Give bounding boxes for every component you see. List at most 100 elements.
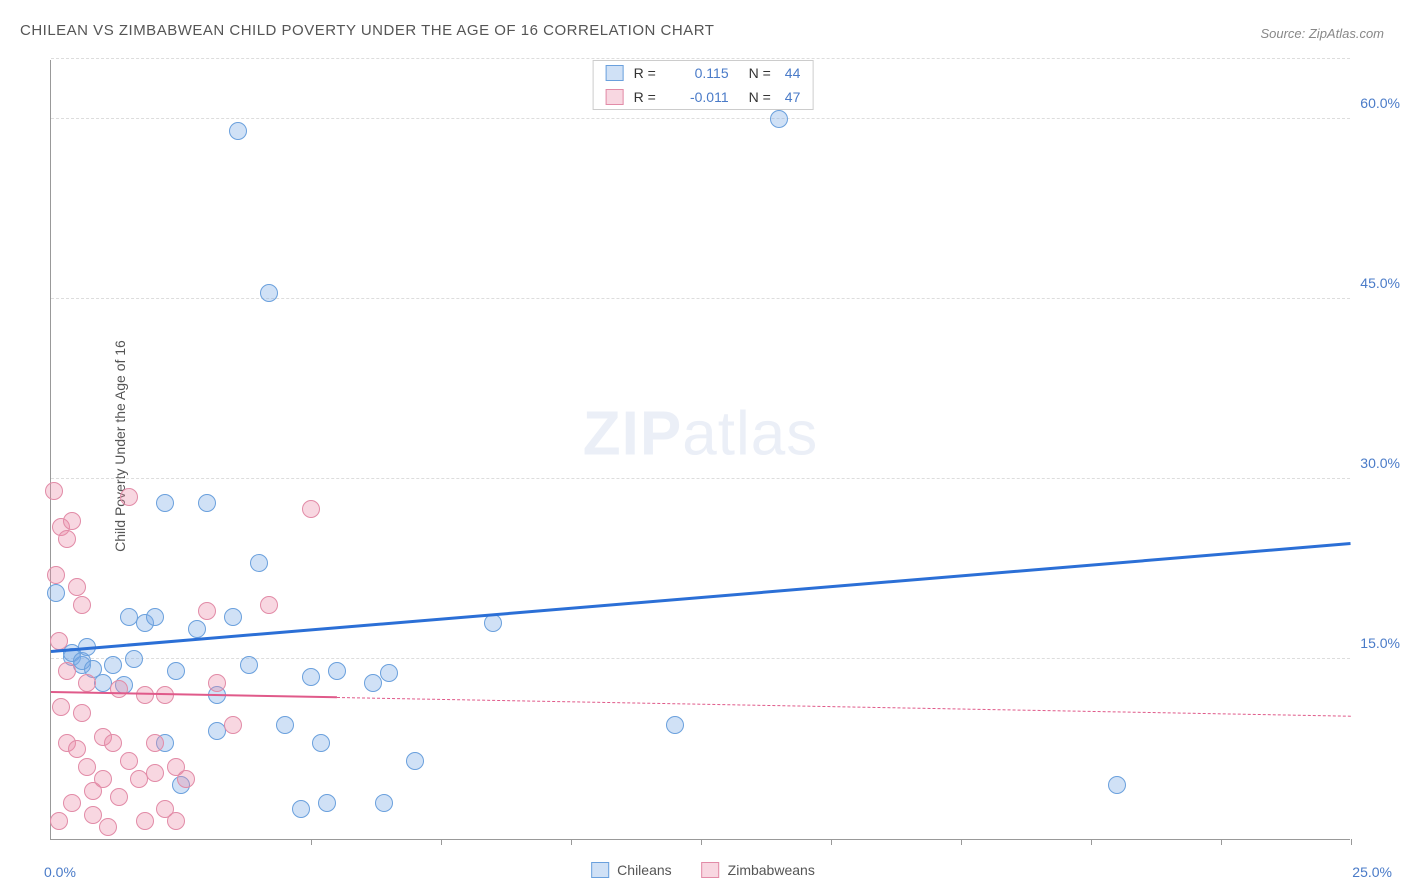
x-tick (701, 839, 702, 845)
legend-row: R = -0.011 N = 47 (594, 85, 813, 109)
scatter-point (125, 650, 143, 668)
scatter-point (58, 530, 76, 548)
y-tick-label: 15.0% (1360, 635, 1400, 651)
scatter-point (73, 596, 91, 614)
grid-line (51, 118, 1350, 119)
scatter-point (45, 482, 63, 500)
x-tick (831, 839, 832, 845)
scatter-point (58, 662, 76, 680)
scatter-point (78, 674, 96, 692)
scatter-point (63, 512, 81, 530)
correlation-legend: R = 0.115 N = 44 R = -0.011 N = 47 (593, 60, 814, 110)
scatter-point (104, 656, 122, 674)
legend-n-label: N = (749, 89, 771, 105)
scatter-point (302, 668, 320, 686)
scatter-point (666, 716, 684, 734)
legend-n-label: N = (749, 65, 771, 81)
y-tick-label: 30.0% (1360, 455, 1400, 471)
legend-r-value: -0.011 (674, 89, 729, 105)
scatter-point (63, 794, 81, 812)
watermark: ZIPatlas (583, 398, 818, 469)
scatter-point (380, 664, 398, 682)
scatter-point (68, 578, 86, 596)
legend-r-label: R = (634, 89, 664, 105)
legend-swatch (591, 862, 609, 878)
legend-swatch (606, 65, 624, 81)
scatter-point (146, 734, 164, 752)
scatter-point (208, 674, 226, 692)
series-legend: Chileans Zimbabweans (591, 862, 815, 878)
x-tick (311, 839, 312, 845)
scatter-point (146, 764, 164, 782)
x-tick (1091, 839, 1092, 845)
scatter-point (50, 632, 68, 650)
scatter-point (224, 716, 242, 734)
scatter-point (68, 740, 86, 758)
scatter-point (110, 788, 128, 806)
scatter-point (318, 794, 336, 812)
x-tick (571, 839, 572, 845)
x-max-label: 25.0% (1352, 864, 1392, 880)
scatter-point (167, 662, 185, 680)
scatter-point (110, 680, 128, 698)
scatter-point (84, 806, 102, 824)
scatter-point (136, 686, 154, 704)
scatter-point (1108, 776, 1126, 794)
grid-line (51, 58, 1350, 59)
legend-r-value: 0.115 (674, 65, 729, 81)
scatter-point (167, 812, 185, 830)
scatter-point (156, 494, 174, 512)
x-tick (1221, 839, 1222, 845)
scatter-point (198, 494, 216, 512)
scatter-point (312, 734, 330, 752)
scatter-point (276, 716, 294, 734)
legend-swatch (606, 89, 624, 105)
x-tick (961, 839, 962, 845)
scatter-point (50, 812, 68, 830)
grid-line (51, 478, 1350, 479)
scatter-point (770, 110, 788, 128)
scatter-point (240, 656, 258, 674)
scatter-point (104, 734, 122, 752)
scatter-point (188, 620, 206, 638)
source-attribution: Source: ZipAtlas.com (1260, 26, 1384, 41)
scatter-point (99, 818, 117, 836)
legend-row: R = 0.115 N = 44 (594, 61, 813, 85)
scatter-point (47, 584, 65, 602)
scatter-point (302, 500, 320, 518)
scatter-point (260, 284, 278, 302)
legend-label: Chileans (617, 862, 671, 878)
y-tick-label: 45.0% (1360, 275, 1400, 291)
scatter-point (120, 488, 138, 506)
legend-n-value: 44 (785, 65, 801, 81)
scatter-point (146, 608, 164, 626)
scatter-point (136, 812, 154, 830)
scatter-point (250, 554, 268, 572)
scatter-point (73, 704, 91, 722)
scatter-point (47, 566, 65, 584)
legend-r-label: R = (634, 65, 664, 81)
trend-line (51, 542, 1351, 653)
trend-line (337, 697, 1351, 717)
x-origin-label: 0.0% (44, 864, 76, 880)
scatter-point (328, 662, 346, 680)
trend-line (51, 691, 337, 698)
scatter-point (229, 122, 247, 140)
scatter-point (120, 752, 138, 770)
plot-area: ZIPatlas 15.0%30.0%45.0%60.0% (50, 60, 1350, 840)
legend-bottom-item: Zimbabweans (702, 862, 815, 878)
x-tick (1351, 839, 1352, 845)
legend-bottom-item: Chileans (591, 862, 671, 878)
scatter-point (78, 758, 96, 776)
legend-n-value: 47 (785, 89, 801, 105)
scatter-point (177, 770, 195, 788)
scatter-point (375, 794, 393, 812)
scatter-point (406, 752, 424, 770)
scatter-point (260, 596, 278, 614)
scatter-point (224, 608, 242, 626)
chart-container: CHILEAN VS ZIMBABWEAN CHILD POVERTY UNDE… (0, 0, 1406, 892)
scatter-point (52, 698, 70, 716)
scatter-point (198, 602, 216, 620)
scatter-point (292, 800, 310, 818)
legend-swatch (702, 862, 720, 878)
